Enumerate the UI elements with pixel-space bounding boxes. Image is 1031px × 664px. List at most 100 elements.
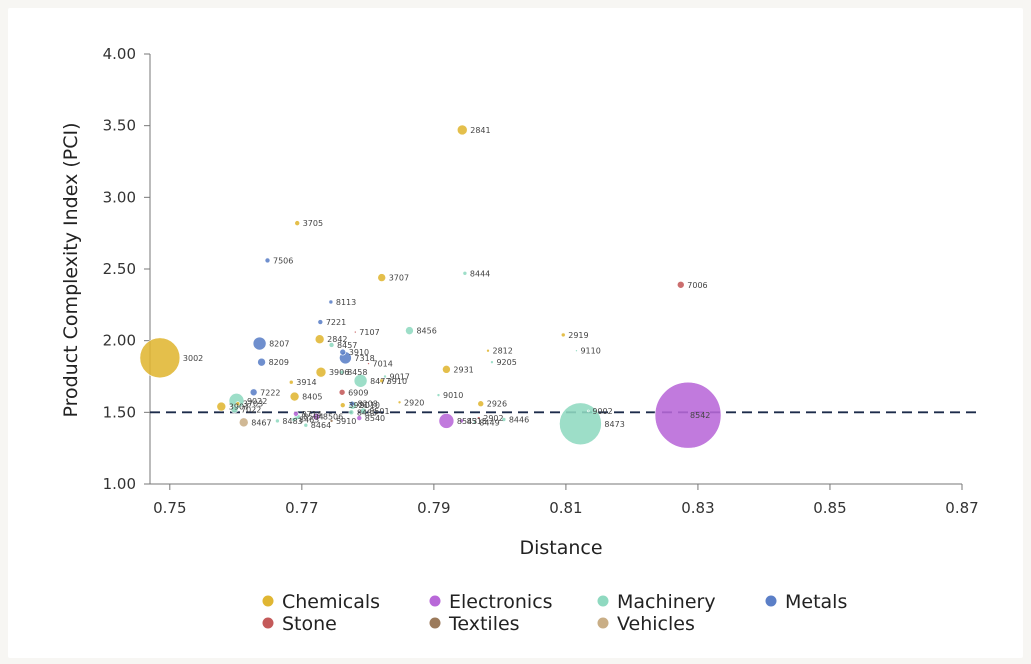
bubble-label: 8458	[347, 368, 367, 377]
bubble-label: 8477	[370, 377, 390, 386]
bubble-7014[interactable]	[367, 362, 370, 365]
bubble-3703[interactable]	[235, 401, 241, 407]
bubble-8483[interactable]	[275, 418, 280, 424]
bubble-7006[interactable]	[676, 280, 685, 289]
bubble-label: 2926	[487, 400, 507, 409]
bubble-label: 8405	[302, 393, 322, 402]
bubble-label: 5910	[336, 417, 356, 426]
bubble-label: 8207	[269, 340, 289, 349]
bubble-7506[interactable]	[264, 257, 271, 264]
bubble-8467[interactable]	[238, 417, 249, 428]
bubble-8446[interactable]	[501, 417, 507, 422]
axes-layer: 1.00 1.50 2.00 2.50 3.00 3.50 4.00 0.75 0.77 0.79…	[103, 45, 979, 517]
bubble-8464[interactable]	[303, 422, 309, 428]
bubble-2920[interactable]	[397, 400, 402, 405]
legend-swatch	[262, 595, 274, 607]
bubble-label: 3914	[296, 378, 316, 387]
bubble-label: 9110	[580, 347, 600, 356]
bubble-8506[interactable]	[312, 412, 321, 421]
bubble-3910[interactable]	[339, 348, 347, 356]
bubble-8456[interactable]	[405, 326, 414, 335]
bubble-8463[interactable]	[291, 417, 297, 422]
x-tick-label: 0.77	[285, 499, 318, 517]
bubble-label: 7022	[241, 405, 261, 414]
bubble-5910[interactable]	[329, 419, 334, 423]
bubble-8113[interactable]	[328, 299, 334, 305]
bubble-8540[interactable]	[356, 415, 363, 421]
x-tick-label: 0.83	[681, 499, 714, 517]
bubble-label: 8464	[311, 421, 331, 430]
bubble-8542[interactable]	[654, 381, 722, 449]
legend-label: Stone	[282, 613, 337, 635]
y-tick-label: 1.00	[103, 475, 136, 493]
bubble-label: 8483	[282, 417, 302, 426]
bubble-label: 7221	[326, 318, 346, 327]
bubble-8501[interactable]	[359, 407, 367, 415]
bubble-8405[interactable]	[289, 391, 300, 402]
bubble-label: 8446	[509, 416, 529, 425]
bubble-8480[interactable]	[348, 409, 355, 416]
bubble-8543[interactable]	[438, 413, 455, 429]
chart-card	[8, 8, 1023, 658]
bubble-9002[interactable]	[587, 409, 590, 413]
bubble-2902[interactable]	[476, 416, 481, 420]
bubble-2842[interactable]	[314, 334, 325, 345]
bubble-label: 8449	[479, 418, 499, 427]
bubble-8515[interactable]	[459, 418, 464, 424]
y-tick-label: 2.00	[103, 332, 136, 350]
bubble-label: 3707	[389, 274, 409, 283]
bubble-label: 8456	[416, 327, 436, 336]
bubble-2919[interactable]	[560, 332, 566, 338]
bubble-3705[interactable]	[294, 220, 301, 226]
bubble-3907[interactable]	[216, 401, 227, 412]
bubble-label: 8467	[251, 418, 271, 427]
bubble-9205[interactable]	[490, 360, 494, 364]
point-labels-layer: 8542 8473 3002 9022 8543 8207 8477 7318 2841 3906…	[183, 126, 710, 430]
bubble-8714[interactable]	[293, 410, 299, 417]
bubble-8208[interactable]	[349, 400, 355, 407]
bubble-8444[interactable]	[462, 270, 468, 276]
bubble-label: 8209	[269, 358, 289, 367]
bubble-3921[interactable]	[339, 402, 346, 408]
bubble-7107[interactable]	[354, 330, 357, 334]
bubble-6909[interactable]	[338, 388, 346, 396]
bubble-7222[interactable]	[249, 388, 258, 397]
x-tick-label: 0.85	[813, 499, 846, 517]
bubble-8207[interactable]	[252, 336, 267, 351]
bubble-7221[interactable]	[317, 319, 324, 325]
bubble-9017[interactable]	[383, 374, 387, 379]
bubble-label: 8480	[357, 408, 377, 417]
bubble-2931[interactable]	[442, 365, 451, 374]
bubble-9010[interactable]	[436, 393, 441, 397]
bubble-label: 8540	[365, 414, 385, 423]
bubble-8457[interactable]	[328, 342, 335, 348]
bubble-8458[interactable]	[339, 369, 345, 375]
bubble-8477[interactable]	[353, 373, 368, 388]
bubble-8209[interactable]	[257, 357, 266, 367]
bubble-3910[interactable]	[379, 378, 385, 384]
bubble-label: 2842	[327, 335, 347, 344]
bubble-label: 6909	[348, 388, 368, 397]
legend-swatch	[429, 617, 441, 629]
bubble-label: 8457	[337, 341, 357, 350]
bubble-3914[interactable]	[288, 379, 294, 385]
bubble-9110[interactable]	[575, 349, 578, 353]
bubble-2812[interactable]	[486, 348, 490, 353]
bubble-2926[interactable]	[477, 400, 485, 408]
bubble-8449[interactable]	[472, 420, 477, 425]
bubble-label: 9002	[592, 407, 612, 416]
bubble-3906[interactable]	[315, 366, 327, 378]
bubble-label: 3002	[183, 354, 203, 363]
bubble-8473[interactable]	[559, 402, 602, 446]
bubbles-layer	[139, 124, 722, 449]
bubble-2841[interactable]	[456, 124, 468, 136]
bubble-label: 8113	[336, 298, 356, 307]
bubble-3707[interactable]	[377, 273, 387, 282]
bubble-7022[interactable]	[230, 405, 239, 414]
bubble-3002[interactable]	[139, 337, 181, 379]
bubble-label: 8501	[369, 407, 389, 416]
y-tick-label: 2.50	[103, 260, 136, 278]
bubble-label: 9017	[390, 373, 410, 382]
x-tick-label: 0.87	[945, 499, 978, 517]
